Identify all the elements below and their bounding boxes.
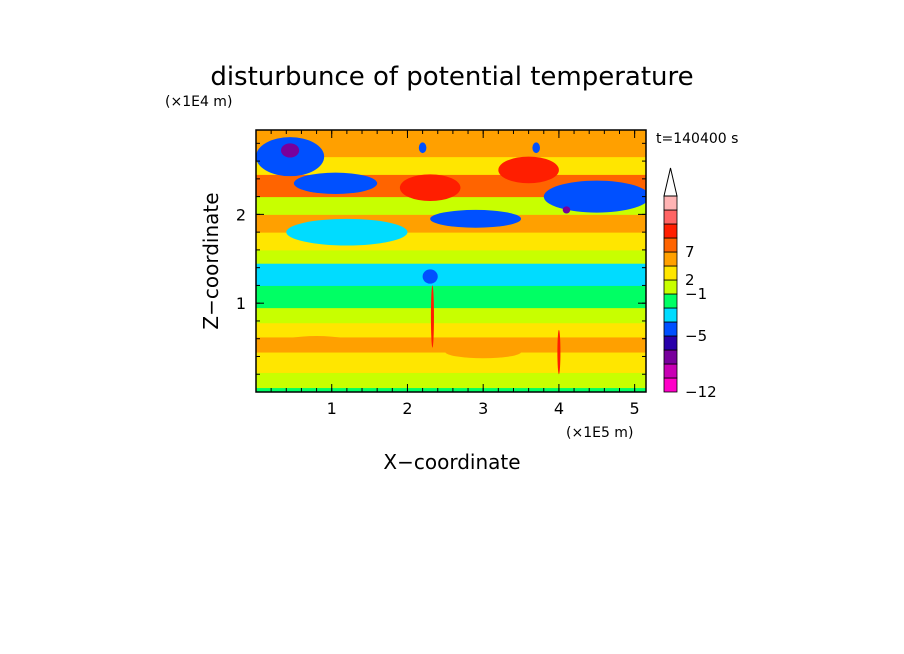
field-blob (399, 174, 461, 202)
x-tick-label: 3 (478, 399, 488, 418)
x-tick-label: 1 (327, 399, 337, 418)
field-band (256, 387, 646, 392)
colorbar-cell (663, 279, 678, 295)
colorbar-tick-label: 2 (685, 271, 695, 289)
field-blob (430, 209, 522, 228)
field-band (256, 352, 646, 373)
colorbar-cell (663, 293, 678, 309)
field-blob (445, 345, 522, 359)
colorbar: −12 −5 −12 7 (663, 167, 717, 401)
field-blob (293, 172, 378, 194)
y-unit-label: (×1E4 m) (165, 94, 232, 110)
colorbar-cell (663, 195, 678, 211)
colorbar-extend-arrow (663, 167, 678, 197)
field-blob (422, 269, 438, 284)
x-tick-label: 4 (554, 399, 564, 418)
y-axis-label: Z−coordinate (199, 192, 223, 329)
colorbar-cell (663, 209, 678, 225)
field-blob (543, 180, 646, 213)
y-tick-label: 1 (236, 294, 246, 313)
field-band (256, 322, 646, 338)
x-tick-label: 5 (630, 399, 640, 418)
field-blob (562, 206, 571, 214)
field-blob (286, 218, 408, 246)
y-axis: 12 (236, 142, 646, 375)
time-label: t=140400 s (656, 131, 738, 147)
field-band (256, 249, 646, 264)
field-band (256, 285, 646, 309)
field-band (256, 372, 646, 389)
x-axis: 1 2 3 4 5 (270, 130, 640, 418)
field-band (256, 307, 646, 324)
colorbar-cell (663, 377, 678, 393)
x-tick-label: 2 (402, 399, 412, 418)
colorbar-cell (663, 251, 678, 267)
colorbar-tick-label: −12 (685, 383, 717, 401)
colorbar-tick-label: 7 (685, 243, 695, 261)
field-blob (498, 156, 559, 184)
field-band (256, 263, 646, 286)
field-blob (418, 142, 427, 154)
field-blob (532, 142, 540, 154)
x-unit-label: (×1E5 m) (566, 425, 633, 441)
colorbar-cell (663, 237, 678, 253)
y-tick-label: 2 (236, 205, 246, 224)
contour-field (256, 130, 646, 392)
x-axis-label: X−coordinate (383, 450, 520, 474)
colorbar-cell (663, 307, 678, 323)
field-blob (557, 329, 561, 375)
plot-frame (255, 129, 647, 393)
colorbar-cell (663, 349, 678, 365)
chart-title: disturbunce of potential temperature (210, 62, 693, 92)
field-band (256, 336, 646, 353)
field-blob (280, 143, 300, 158)
colorbar-tick-label: −5 (685, 327, 707, 345)
field-blob (278, 336, 355, 351)
colorbar-cell (663, 321, 678, 337)
colorbar-cell (663, 363, 678, 379)
colorbar-cell (663, 265, 678, 281)
colorbar-tick-label: −1 (685, 285, 707, 303)
field-blob (430, 285, 434, 348)
colorbar-cell (663, 335, 678, 351)
colorbar-cell (663, 223, 678, 239)
